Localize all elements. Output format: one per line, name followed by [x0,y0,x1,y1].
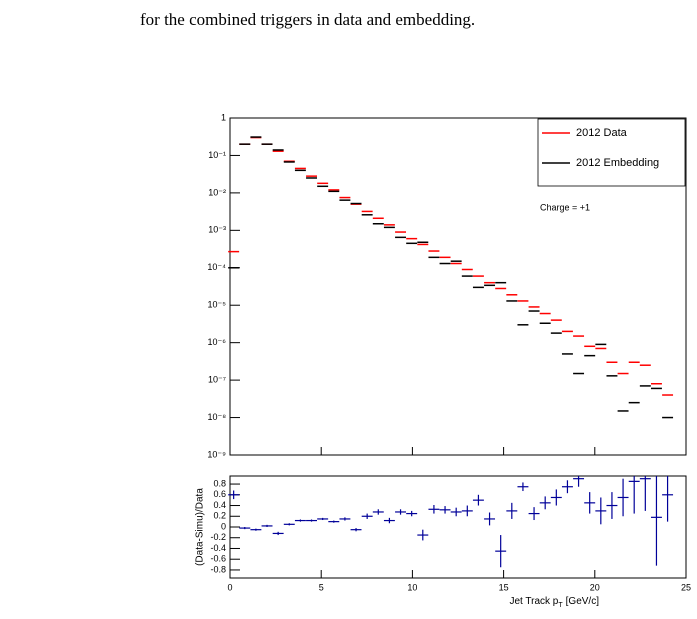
legend-label: 2012 Embedding [576,157,659,169]
bottom-frame [229,475,687,579]
y-tick-label: -0.2 [210,532,226,542]
x-tick-label: 5 [319,582,324,592]
annotation: Charge = +1 [540,202,590,212]
y-tick-label: 10⁻⁹ [207,449,226,459]
y-tick-label: 10⁻² [208,187,226,197]
y-tick-label: 10⁻⁴ [207,262,226,272]
x-tick-label: 0 [227,582,232,592]
top-frame [229,117,687,456]
y-tick-label: 1 [221,112,226,122]
y-tick-label: 0.4 [213,500,226,510]
y-tick-label: -0.6 [210,554,226,564]
y-tick-label: -0.4 [210,543,226,553]
y-tick-label: 10⁻¹ [208,150,226,160]
x-label-main: Jet Track p [509,596,558,607]
x-label-unit: [GeV/c] [566,596,600,607]
y-tick-label: 0.8 [213,478,226,488]
legend-label: 2012 Data [576,127,628,139]
y-tick-label: -0.8 [210,564,226,574]
y-tick-label: 0 [221,521,226,531]
y-tick-label: 10⁻⁶ [208,337,227,347]
y-tick-label: 10⁻⁷ [208,374,226,384]
y-tick-label: 0.2 [213,511,226,521]
y-tick-label: 10⁻⁵ [208,300,227,310]
x-tick-label: 10 [407,582,417,592]
x-label-sub: T [558,602,563,609]
x-axis-label: Jet Track pT [GeV/c] [509,596,599,609]
x-tick-label: 20 [590,582,600,592]
x-tick-label: 15 [499,582,509,592]
x-tick-label: 25 [681,582,691,592]
y-tick-label: 10⁻⁸ [207,412,226,422]
y-axis-label: (Data-Simu)/Data [195,488,206,566]
y-tick-label: 10⁻³ [208,225,226,235]
caption-text: for the combined triggers in data and em… [140,10,475,29]
legend-box [537,118,686,187]
y-tick-label: 0.6 [213,489,226,499]
